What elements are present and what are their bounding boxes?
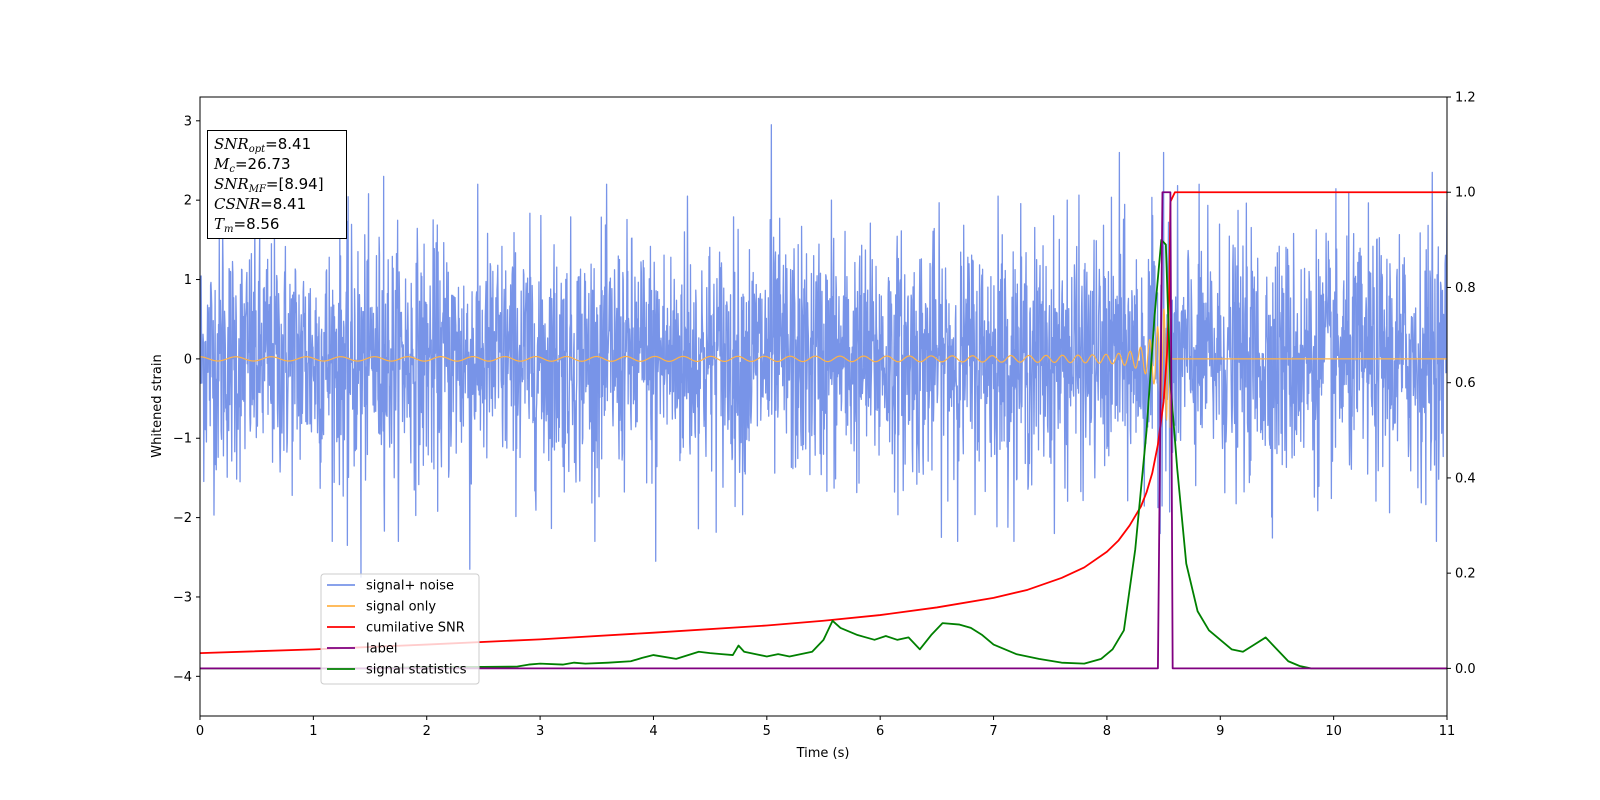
series-cumulative-snr-line [200, 191, 1447, 655]
x-tick-label: 0 [196, 724, 204, 739]
x-tick-label: 2 [423, 724, 431, 739]
x-tick-label: 6 [876, 724, 884, 739]
plot-frame [199, 96, 1448, 717]
legend-label: signal statistics [366, 663, 467, 678]
legend-item-label: label [327, 642, 397, 657]
csnr-line: CSNR=8.41 [214, 195, 307, 213]
y-tick-label: −2 [173, 511, 192, 526]
snr-opt-value: 8.41 [277, 135, 312, 153]
legend: signal+ noise signal only cumilative SNR la… [320, 573, 480, 685]
snr-opt-line: SNRopt=8.41 [214, 135, 312, 155]
series-label-line [200, 191, 1447, 670]
y-tick-label: −1 [173, 432, 192, 447]
y-axis-left: −4 −3 −2 −1 0 1 2 3 [173, 114, 200, 685]
legend-box [320, 573, 480, 685]
series-signal-noise-line [200, 124, 1447, 578]
y2-tick-label: 1.0 [1455, 186, 1476, 201]
legend-item-cumulative-snr: cumilative SNR [327, 621, 465, 636]
y2-tick-label: 1.2 [1455, 91, 1476, 106]
y-tick-label: 2 [184, 194, 192, 209]
legend-label: signal only [366, 600, 436, 615]
csnr-value: 8.41 [272, 195, 307, 213]
legend-label: signal+ noise [366, 579, 454, 594]
y-tick-label: 0 [184, 352, 192, 367]
legend-label: label [366, 642, 397, 657]
chirp-mass-line: Mc=26.73 [214, 155, 291, 175]
x-tick-label: 8 [1103, 724, 1111, 739]
merger-time-line: Tm=8.56 [214, 215, 280, 235]
x-tick-label: 5 [763, 724, 771, 739]
metrics-annotation-box: SNRopt=8.41 Mc=26.73 SNRMF=[8.94] CSNR=8… [207, 130, 347, 239]
x-tick-label: 3 [536, 724, 544, 739]
x-tick-label: 4 [649, 724, 657, 739]
y-axis-right: 0.0 0.2 0.4 0.6 0.8 1.0 1.2 [1447, 91, 1476, 677]
y2-tick-label: 0.4 [1455, 471, 1476, 486]
snr-mf-value: [8.94] [278, 175, 324, 193]
chirp-mass-value: 26.73 [247, 155, 291, 173]
series-signal-statistics-line [200, 238, 1447, 670]
snr-mf-line: SNRMF=[8.94] [214, 175, 324, 195]
y-tick-label: −3 [173, 590, 192, 605]
x-axis-label: Time (s) [796, 746, 850, 761]
legend-item-signal-noise: signal+ noise [327, 579, 454, 594]
series-layer [200, 124, 1447, 670]
merger-time-value: 8.56 [246, 215, 280, 233]
legend-item-signal-only: signal only [327, 600, 436, 615]
x-tick-label: 11 [1439, 724, 1456, 739]
y2-tick-label: 0.2 [1455, 567, 1476, 582]
x-tick-label: 7 [989, 724, 997, 739]
y2-tick-label: 0.8 [1455, 281, 1476, 296]
series-signal-only-line [200, 289, 1447, 428]
x-tick-label: 10 [1325, 724, 1342, 739]
y2-tick-label: 0.0 [1455, 662, 1476, 677]
y-tick-label: −4 [173, 670, 192, 685]
y-axis-label: Whitened strain [150, 354, 165, 457]
x-axis: 0 1 2 3 4 5 6 7 8 9 10 11 [196, 716, 1455, 739]
y-tick-label: 3 [184, 114, 192, 129]
legend-label: cumilative SNR [366, 621, 465, 636]
x-tick-label: 9 [1216, 724, 1224, 739]
y2-tick-label: 0.6 [1455, 376, 1476, 391]
legend-item-signal-statistics: signal statistics [327, 663, 467, 678]
y-tick-label: 1 [184, 273, 192, 288]
x-tick-label: 1 [309, 724, 317, 739]
